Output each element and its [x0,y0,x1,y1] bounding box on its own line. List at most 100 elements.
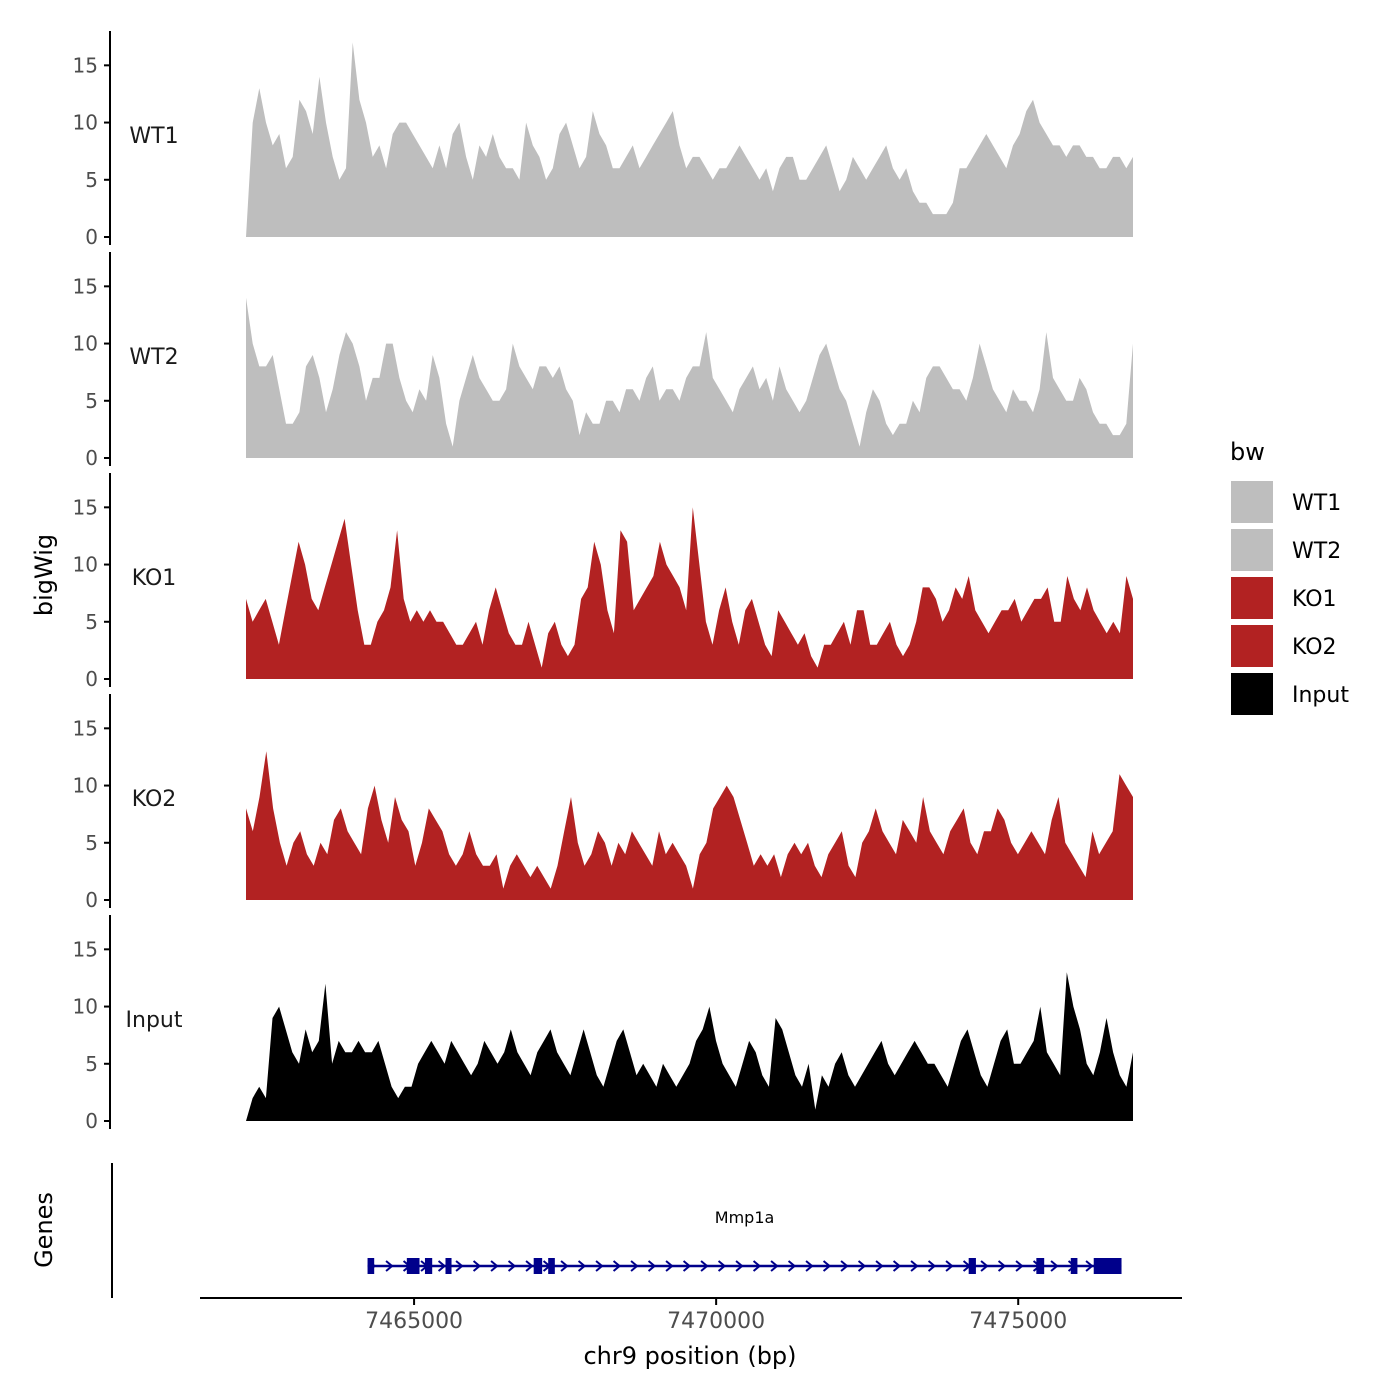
x-ticks: 7465000 7470000 7475000 [365,1298,1067,1334]
strand-arrow [490,1260,499,1272]
strand-arrow [1015,1260,1024,1272]
strand-arrow [630,1260,639,1272]
y-tick-label: 10 [73,111,98,135]
legend-swatch [1229,575,1275,621]
strand-arrow [507,1260,517,1272]
strand-arrow [770,1260,779,1272]
track-label-ko2: KO2 [132,787,177,812]
track-panel-ko1: 0 5 10 15 KO1 [73,473,1133,691]
x-axis-title: chr9 position (bp) [583,1342,796,1370]
track-label-input: Input [126,1008,183,1033]
legend-swatch [1229,623,1275,669]
legend-items: WT1 WT2 KO1 KO2 Input [1229,479,1349,717]
strand-arrow [892,1260,902,1272]
legend: bw WT1 WT2 KO1 KO2 Input [1229,438,1349,717]
gene-exon [533,1258,543,1274]
x-tick-label: 7475000 [969,1309,1067,1334]
y-tick-label: 10 [73,332,98,356]
area-ko2 [246,751,1133,900]
gene-mmp1a: Mmp1a [367,1208,1122,1274]
legend-label: KO2 [1292,635,1337,660]
y-tick-label: 15 [73,937,98,961]
y-tick-label: 5 [85,389,98,413]
legend-item-wt1: WT1 [1229,479,1341,525]
y-tick-label: 5 [85,831,98,855]
gene-exon [406,1258,420,1274]
y-tick-label: 5 [85,1052,98,1076]
strand-arrow [437,1260,447,1272]
y-tick-label: 10 [73,995,98,1019]
bigwig-panels: 0 5 10 15 WT1 0 5 10 15 WT2 0 5 10 15 KO1 0 5 10 15 KO2 0 5 10… [73,31,1133,1133]
y-tick-label: 15 [73,716,98,740]
strand-arrow [875,1260,884,1272]
legend-swatch [1229,479,1275,525]
legend-label: WT2 [1292,539,1341,564]
genes-axis-title: Genes [30,1192,58,1268]
legend-title: bw [1230,438,1265,466]
gene-models: Mmp1a [367,1208,1122,1274]
strand-arrow [997,1260,1007,1272]
y-axis-title: bigWig [30,534,58,616]
legend-label: Input [1292,683,1349,708]
legend-item-ko1: KO1 [1229,575,1337,621]
area-input [246,972,1133,1121]
strand-arrow [472,1260,482,1272]
strand-arrow [1085,1260,1094,1272]
strand-arrow [560,1260,569,1272]
strand-arrow [787,1260,797,1272]
strand-arrow [700,1260,709,1272]
track-panel-wt1: 0 5 10 15 WT1 [73,31,1133,249]
strand-arrow [927,1260,937,1272]
area-wt2 [246,297,1133,458]
strand-arrow [735,1260,744,1272]
x-tick-label: 7470000 [667,1309,765,1334]
legend-item-ko2: KO2 [1229,623,1337,669]
y-tick-label: 10 [73,774,98,798]
strand-arrow [717,1260,727,1272]
strand-arrow [665,1260,674,1272]
y-tick-label: 15 [73,53,98,77]
track-label-ko1: KO1 [132,566,177,591]
strand-arrow [752,1260,762,1272]
legend-item-wt2: WT2 [1229,527,1341,573]
legend-label: KO1 [1292,587,1337,612]
strand-arrow [385,1260,394,1272]
y-tick-label: 0 [85,888,98,912]
legend-label: WT1 [1292,491,1341,516]
strand-arrow [525,1260,534,1272]
gene-exon [424,1258,433,1274]
gene-exon [548,1258,555,1274]
gene-exon [1070,1258,1078,1274]
area-ko1 [246,507,1133,679]
track-label-wt1: WT1 [129,124,178,149]
y-tick-label: 10 [73,553,98,577]
y-tick-label: 15 [73,274,98,298]
strand-arrow [612,1260,622,1272]
y-tick-label: 0 [85,1109,98,1133]
y-tick-label: 0 [85,446,98,470]
track-panel-input: 0 5 10 15 Input [73,915,1133,1133]
gene-name-label: Mmp1a [715,1208,775,1227]
y-tick-label: 5 [85,610,98,634]
legend-item-input: Input [1229,671,1349,717]
area-wt1 [246,42,1133,238]
legend-swatch [1229,527,1275,573]
strand-arrow [980,1260,989,1272]
strand-arrow [577,1260,587,1272]
gene-exon [1036,1258,1045,1274]
strand-arrow [595,1260,604,1272]
gene-exon [367,1258,375,1274]
track-panel-wt2: 0 5 10 15 WT2 [73,252,1133,470]
y-tick-label: 0 [85,667,98,691]
gene-exon [968,1258,976,1274]
track-label-wt2: WT2 [129,345,178,370]
strand-arrow [840,1260,849,1272]
strand-arrow [455,1260,464,1272]
strand-arrow [682,1260,692,1272]
strand-arrow [910,1260,919,1272]
strand-arrow [822,1260,832,1272]
strand-arrow [647,1260,657,1272]
x-axis: 7465000 7470000 7475000 chr9 position (bp) [200,1297,1182,1370]
gene-exon [1093,1258,1122,1274]
